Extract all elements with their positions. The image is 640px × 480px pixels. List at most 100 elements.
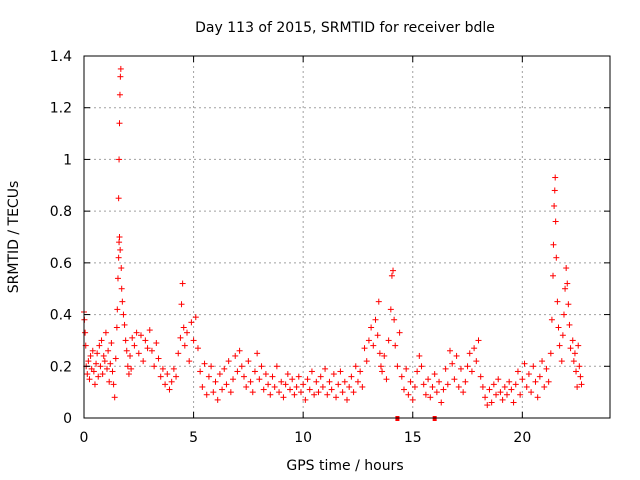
data-point xyxy=(344,396,350,403)
y-tick-label: 1.4 xyxy=(50,49,72,65)
data-point xyxy=(363,358,370,365)
data-point xyxy=(245,358,252,365)
data-point xyxy=(175,350,182,357)
data-point xyxy=(249,389,256,396)
data-point xyxy=(108,340,115,347)
data-point xyxy=(112,355,119,362)
data-point xyxy=(562,285,569,292)
data-point xyxy=(289,376,296,383)
data-point xyxy=(552,218,559,225)
data-point xyxy=(188,319,195,326)
data-point xyxy=(236,347,243,354)
data-point xyxy=(267,391,274,398)
data-point xyxy=(293,383,300,390)
x-tick-label: 20 xyxy=(513,430,531,446)
data-point xyxy=(181,342,188,349)
data-point xyxy=(539,358,546,365)
y-axis-label: SRMTID / TECUs xyxy=(6,181,22,294)
data-point xyxy=(317,373,324,380)
data-point xyxy=(553,254,560,261)
data-point xyxy=(313,378,320,385)
data-point xyxy=(114,275,121,282)
data-point xyxy=(162,381,169,388)
data-point xyxy=(330,371,337,378)
data-point xyxy=(337,368,344,375)
data-point xyxy=(146,327,153,334)
data-point xyxy=(179,280,186,287)
data-point xyxy=(109,368,116,375)
data-point xyxy=(135,350,142,357)
data-point xyxy=(247,378,254,385)
data-point xyxy=(457,365,464,372)
data-point xyxy=(532,378,539,385)
data-point xyxy=(391,316,398,323)
data-point xyxy=(365,337,372,344)
data-point xyxy=(499,396,506,403)
data-point xyxy=(86,376,93,383)
data-point xyxy=(372,316,379,323)
data-point xyxy=(223,381,230,388)
data-points xyxy=(81,65,585,409)
data-point xyxy=(536,373,543,380)
data-point xyxy=(117,73,124,80)
data-point xyxy=(550,272,557,279)
data-point xyxy=(350,389,357,396)
data-point xyxy=(381,352,388,359)
data-point xyxy=(254,350,261,357)
data-point xyxy=(219,386,226,393)
data-point xyxy=(577,373,584,380)
data-point xyxy=(376,350,383,357)
data-point xyxy=(559,332,566,339)
data-point xyxy=(433,389,440,396)
data-point xyxy=(114,306,121,313)
data-point xyxy=(324,391,331,398)
data-point xyxy=(137,332,144,339)
data-point xyxy=(418,363,425,370)
data-point xyxy=(300,381,307,388)
data-point xyxy=(409,396,416,403)
data-point xyxy=(521,360,528,367)
data-point xyxy=(383,376,390,383)
data-point xyxy=(484,402,491,409)
data-point xyxy=(495,376,502,383)
data-point xyxy=(216,371,223,378)
data-point xyxy=(451,376,458,383)
data-point xyxy=(560,311,567,318)
data-point xyxy=(411,383,418,390)
data-point xyxy=(339,389,346,396)
data-point xyxy=(414,368,421,375)
y-tick-label: 1 xyxy=(63,152,72,168)
data-point xyxy=(578,381,585,388)
data-point xyxy=(552,174,559,181)
data-point xyxy=(558,358,565,365)
data-point xyxy=(541,383,548,390)
data-point xyxy=(374,332,381,339)
data-point xyxy=(140,358,147,365)
data-point xyxy=(85,358,92,365)
ticks: 0 0.2 0.4 0.6 0.8 1 1.2 1.4 0 5 10 15 20 xyxy=(50,49,610,446)
data-point xyxy=(473,358,480,365)
data-point xyxy=(84,371,91,378)
data-point xyxy=(157,373,164,380)
data-point xyxy=(116,91,123,98)
data-point xyxy=(98,337,105,344)
data-point xyxy=(506,378,513,385)
data-point xyxy=(510,399,517,406)
data-point xyxy=(180,324,187,331)
data-point xyxy=(477,373,484,380)
data-point xyxy=(265,381,272,388)
data-point xyxy=(120,311,127,318)
data-point xyxy=(129,334,136,341)
data-point xyxy=(370,342,377,349)
data-point xyxy=(471,345,478,352)
data-point xyxy=(192,314,199,321)
data-point xyxy=(127,352,134,359)
data-point xyxy=(385,337,392,344)
data-point xyxy=(512,381,519,388)
data-point xyxy=(153,340,160,347)
data-point xyxy=(326,378,333,385)
data-point xyxy=(258,363,265,370)
data-point xyxy=(155,355,162,362)
data-point xyxy=(194,345,201,352)
data-point xyxy=(377,363,384,370)
